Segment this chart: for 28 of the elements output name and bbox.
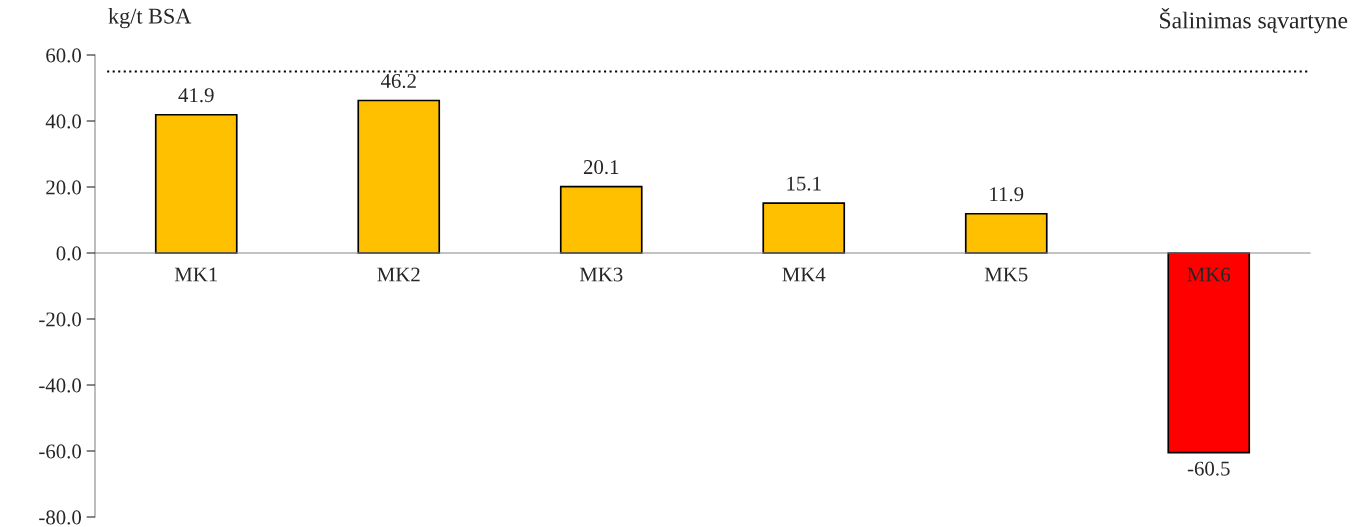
- x-tick-label: MK4: [782, 267, 826, 282]
- y-tick-label: -80.0: [39, 510, 82, 525]
- data-label: 15.1: [787, 176, 821, 191]
- bar: [964, 212, 1048, 254]
- x-tick-label: MK1: [174, 267, 217, 282]
- y-tick-label: 0.0: [56, 246, 82, 261]
- y-tick-label: 60.0: [46, 48, 82, 63]
- y-tick-label: -60.0: [39, 444, 82, 459]
- data-label: 46.2: [380, 73, 416, 89]
- data-label: 11.9: [990, 187, 1024, 202]
- y-tick-label: 20.0: [46, 180, 82, 195]
- bar: [559, 185, 643, 254]
- bar: [357, 99, 441, 254]
- y-tick-label: -40.0: [39, 378, 82, 393]
- x-tick-label: MK2: [377, 267, 420, 282]
- y-tick-label: -20.0: [39, 312, 82, 327]
- x-tick-label: MK5: [984, 267, 1028, 282]
- x-tick-label: MK6: [1187, 267, 1231, 282]
- y-axis-title: kg/t BSA: [108, 8, 192, 29]
- x-tick-label: MK3: [579, 267, 623, 282]
- bar: [762, 202, 846, 254]
- ref-line-label: Šalinimas sąvartyne: [1160, 8, 1348, 34]
- data-label: 41.9: [178, 88, 214, 103]
- bar: [154, 113, 238, 254]
- bar: [1167, 252, 1251, 454]
- y-tick-label: 40.0: [45, 114, 82, 129]
- data-label: -60.5: [1187, 461, 1230, 476]
- data-label: 20.1: [583, 160, 619, 175]
